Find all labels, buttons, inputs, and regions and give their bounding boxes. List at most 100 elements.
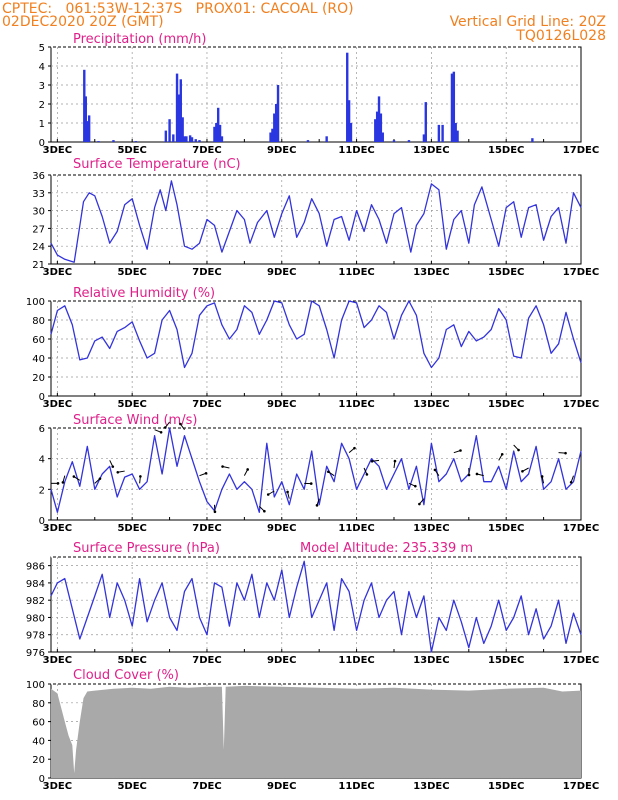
wind-arrow-head <box>111 465 115 468</box>
wind-arrow-head <box>414 484 417 488</box>
x-tick-label: 9DEC <box>267 781 296 792</box>
precip-bar <box>194 139 197 142</box>
y-tick-label: 2 <box>39 100 45 111</box>
x-tick-label: 9DEC <box>267 523 296 534</box>
y-tick-label: 27 <box>32 224 45 235</box>
panel-frame <box>50 174 582 265</box>
precip-bar <box>377 96 381 142</box>
y-tick-label: 3 <box>39 81 45 92</box>
precip-bar <box>87 115 91 142</box>
wind-arrow-head <box>286 490 289 494</box>
wind-arrow-head <box>517 448 520 452</box>
wind-arrow-head <box>521 469 524 473</box>
precip-bar <box>134 141 138 142</box>
wind-arrow-head <box>266 493 270 496</box>
wind-arrow-head <box>179 422 182 426</box>
precip-bar <box>441 124 444 142</box>
x-tick-label: 11DEC <box>338 655 374 666</box>
y-tick-label: 980 <box>26 613 45 624</box>
y-tick-label: 100 <box>26 297 45 308</box>
x-tick-label: 9DEC <box>267 399 296 410</box>
panel-5: 0 20 40 60 80 100 3DEC 5DEC 7DEC 9DEC 11DEC 13DEC 15… <box>26 668 599 792</box>
y-tick-label: 1 <box>39 119 45 130</box>
x-tick-label: 7DEC <box>192 267 221 278</box>
y-tick-label: 2 <box>39 485 45 496</box>
panel-title: Relative Humidity (%) <box>73 286 215 301</box>
x-tick-label: 17DEC <box>563 145 599 156</box>
y-tick-label: 978 <box>26 631 45 642</box>
y-tick-label: 986 <box>26 562 45 573</box>
y-tick-label: 40 <box>32 354 45 365</box>
y-tick-label: 80 <box>32 699 45 710</box>
precip-bar <box>276 85 280 142</box>
precip-bar <box>97 141 100 142</box>
y-tick-label: 0 <box>39 392 45 403</box>
header-grid-note: Vertical Grid Line: 20Z <box>449 14 606 30</box>
precip-bar <box>188 135 192 142</box>
panel-2: 0 20 40 60 80 100 3DEC 5DEC 7DEC 9DEC 11DEC 13DEC 15… <box>26 286 599 410</box>
wind-arrow-head <box>365 473 369 476</box>
precip-bar <box>379 113 383 142</box>
x-tick-label: 7DEC <box>192 145 221 156</box>
wind-arrow-head <box>540 475 544 478</box>
wind-arrow-head <box>467 473 471 477</box>
y-tick-label: 0 <box>39 774 45 785</box>
y-tick-label: 4 <box>39 455 45 466</box>
y-tick-label: 33 <box>32 189 45 200</box>
x-tick-label: 11DEC <box>338 523 374 534</box>
y-tick-label: 982 <box>26 596 45 607</box>
x-tick-label: 17DEC <box>563 781 599 792</box>
panel-4: 976 978 980 982 984 986 3DEC 5DEC 7DEC 9DEC 11DEC 1… <box>26 541 599 666</box>
y-tick-label: 6 <box>39 424 45 435</box>
y-tick-label: 40 <box>32 736 45 747</box>
wind-arrow-head <box>353 446 356 450</box>
series-line <box>50 427 582 513</box>
precip-bar <box>185 136 188 142</box>
wind-arrow-head <box>56 482 60 485</box>
series-line <box>50 180 582 263</box>
x-tick-label: 3DEC <box>43 523 72 534</box>
cloud-area <box>51 685 581 778</box>
wind-arrow-head <box>116 470 120 474</box>
precip-bar <box>177 94 181 142</box>
wind-arrow-head <box>159 430 163 434</box>
panel-frame <box>50 46 582 143</box>
precip-bar <box>407 140 411 142</box>
y-tick-label: 984 <box>26 579 45 590</box>
precip-bar <box>216 107 220 142</box>
wind-arrow-head <box>72 475 76 478</box>
precip-bar <box>375 111 379 142</box>
x-tick-label: 13DEC <box>413 523 449 534</box>
wind-arrow-head <box>475 472 479 476</box>
x-tick-label: 9DEC <box>267 655 296 666</box>
wind-arrow-head <box>370 460 374 463</box>
precip-bar <box>164 130 168 142</box>
panel-0: 0 1 2 3 4 5 3DEC 5DEC 7DEC 9DEC 11DEC 13DEC 15DEC 17D… <box>39 32 600 156</box>
model-altitude-label: Model Altitude: 235.339 m <box>300 541 473 556</box>
x-tick-label: 9DEC <box>267 145 296 156</box>
precip-bar <box>271 128 274 142</box>
precip-bar <box>213 126 216 142</box>
y-tick-label: 36 <box>32 171 45 182</box>
y-tick-label: 80 <box>32 316 45 327</box>
x-tick-label: 9DEC <box>267 267 296 278</box>
wind-arrow-head <box>163 426 167 429</box>
precip-bar <box>84 96 87 142</box>
precip-bar <box>450 73 454 142</box>
y-tick-label: 976 <box>26 648 45 659</box>
wind-arrow-head <box>139 475 142 478</box>
x-tick-label: 5DEC <box>117 523 146 534</box>
x-tick-label: 17DEC <box>563 399 599 410</box>
y-tick-label: 0 <box>39 516 45 527</box>
precip-bar <box>531 138 534 142</box>
x-tick-label: 15DEC <box>488 267 524 278</box>
x-tick-label: 5DEC <box>117 655 146 666</box>
x-tick-label: 3DEC <box>43 655 72 666</box>
wind-arrow-head <box>221 465 224 468</box>
x-tick-label: 13DEC <box>413 399 449 410</box>
precip-bar <box>183 136 186 142</box>
x-tick-label: 15DEC <box>488 781 524 792</box>
wind-arrow-head <box>315 504 319 507</box>
wind-arrow-head <box>459 449 462 452</box>
wind-arrow-head <box>204 471 208 475</box>
